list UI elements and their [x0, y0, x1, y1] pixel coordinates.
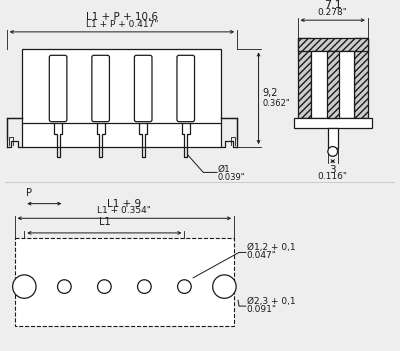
Text: L1 + P + 0.417": L1 + P + 0.417"	[86, 20, 158, 29]
Bar	[328, 128, 338, 147]
Circle shape	[328, 147, 338, 156]
Text: 0.091": 0.091"	[247, 305, 277, 313]
Circle shape	[58, 280, 71, 293]
Bar	[311, 51, 354, 118]
Text: 0.362": 0.362"	[262, 99, 290, 108]
Text: 3: 3	[330, 165, 336, 175]
Text: Ø1: Ø1	[218, 165, 231, 174]
Text: 0.047": 0.047"	[247, 251, 277, 260]
Bar	[14, 238, 234, 326]
Text: 9,2: 9,2	[262, 88, 278, 98]
Bar	[298, 38, 311, 118]
Bar	[298, 38, 368, 51]
Circle shape	[178, 280, 191, 293]
Text: L1: L1	[98, 217, 110, 227]
Text: 0.278": 0.278"	[318, 8, 348, 17]
FancyBboxPatch shape	[49, 55, 67, 122]
FancyBboxPatch shape	[92, 55, 110, 122]
Circle shape	[213, 275, 236, 298]
FancyBboxPatch shape	[177, 55, 194, 122]
Text: L1 + 9: L1 + 9	[107, 199, 142, 208]
Bar	[354, 38, 368, 118]
Text: Ø1,2 + 0,1: Ø1,2 + 0,1	[247, 243, 296, 252]
Text: 7.1: 7.1	[324, 0, 342, 11]
FancyBboxPatch shape	[134, 55, 152, 122]
Bar	[22, 49, 222, 147]
Text: P: P	[26, 188, 32, 198]
Text: 0.039": 0.039"	[218, 173, 246, 182]
Bar	[327, 51, 338, 118]
Text: Ø2,3 + 0,1: Ø2,3 + 0,1	[247, 297, 296, 306]
Bar	[294, 118, 372, 128]
Text: 0.116": 0.116"	[318, 172, 348, 181]
Circle shape	[138, 280, 151, 293]
Circle shape	[98, 280, 111, 293]
Text: L1 + 0.354": L1 + 0.354"	[98, 206, 151, 216]
Text: L1 + P + 10,6: L1 + P + 10,6	[86, 12, 158, 22]
Circle shape	[13, 275, 36, 298]
